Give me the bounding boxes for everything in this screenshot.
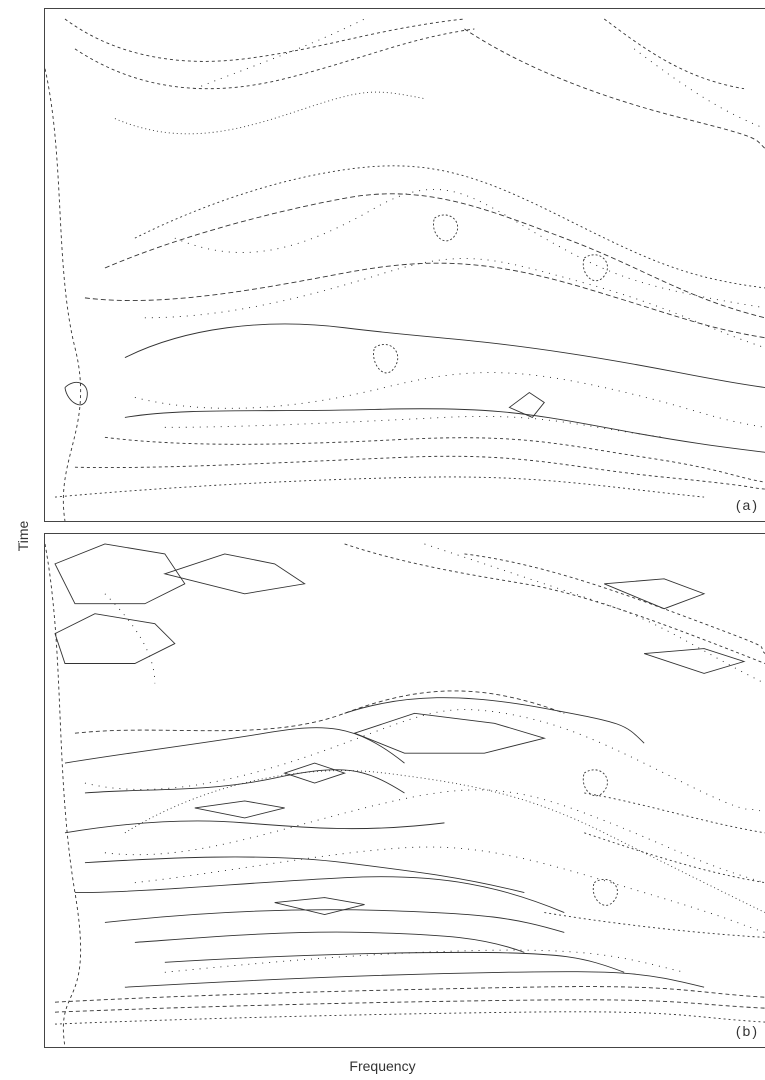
ridge-track bbox=[164, 949, 685, 973]
contour-line bbox=[54, 613, 176, 664]
x-axis-label: Frequency bbox=[349, 1058, 416, 1074]
contour-line bbox=[544, 912, 765, 938]
ridge-track bbox=[174, 188, 765, 309]
contour-plot-a bbox=[45, 18, 765, 521]
contour-line bbox=[54, 476, 705, 498]
contour-line bbox=[84, 856, 525, 894]
ridge-track bbox=[144, 258, 765, 349]
ridge-track bbox=[84, 709, 765, 814]
contour-line bbox=[104, 909, 565, 933]
contour-line bbox=[644, 648, 746, 674]
contour-line bbox=[164, 951, 625, 973]
contour-line bbox=[74, 690, 565, 734]
contour-line bbox=[84, 769, 405, 794]
contour-line bbox=[64, 820, 445, 834]
contour-line bbox=[64, 381, 88, 406]
y-axis-label: Time bbox=[15, 520, 31, 552]
contour-plot-b bbox=[45, 543, 765, 1047]
ridge-track bbox=[104, 789, 765, 884]
panel-b: (b) bbox=[44, 533, 765, 1048]
panel-label-b: (b) bbox=[735, 1023, 759, 1039]
ridge-track bbox=[164, 415, 665, 438]
contour-line bbox=[194, 800, 285, 819]
contour-line bbox=[64, 18, 465, 62]
contour-line bbox=[114, 91, 425, 135]
contour-line bbox=[124, 971, 705, 988]
contour-line bbox=[373, 344, 399, 374]
contour-line bbox=[54, 986, 765, 1003]
contour-line bbox=[353, 712, 547, 754]
contour-line bbox=[134, 931, 525, 953]
contour-line bbox=[604, 578, 706, 610]
contour-line bbox=[124, 770, 765, 913]
ridge-track bbox=[134, 846, 765, 933]
contour-line bbox=[45, 543, 82, 1047]
contour-line bbox=[433, 214, 459, 242]
contour-line bbox=[592, 878, 618, 906]
contour-line bbox=[74, 455, 765, 490]
contour-line bbox=[104, 193, 765, 319]
contour-line bbox=[584, 832, 765, 884]
ridge-track bbox=[633, 48, 765, 129]
contour-line bbox=[582, 769, 608, 797]
contour-line bbox=[124, 408, 765, 453]
contour-line bbox=[163, 553, 306, 595]
contour-line bbox=[464, 553, 765, 654]
contour-line bbox=[134, 165, 765, 289]
contour-line bbox=[274, 897, 365, 915]
contour-line bbox=[54, 543, 186, 605]
contour-line bbox=[104, 436, 765, 483]
contour-line bbox=[54, 999, 765, 1013]
contour-line bbox=[582, 254, 608, 282]
ridge-track bbox=[424, 543, 765, 684]
ridge-track bbox=[134, 372, 765, 428]
contour-line bbox=[584, 792, 765, 834]
contour-line bbox=[283, 762, 347, 784]
contour-line bbox=[344, 543, 765, 664]
contour-line bbox=[45, 68, 82, 521]
contour-line bbox=[344, 697, 645, 744]
contour-line bbox=[508, 391, 545, 418]
panel-label-a: (a) bbox=[735, 497, 759, 513]
ridge-track bbox=[104, 593, 156, 684]
contour-line bbox=[74, 876, 565, 913]
panel-a: (a) bbox=[44, 8, 765, 522]
contour-line bbox=[74, 28, 475, 90]
contour-line bbox=[54, 1011, 765, 1025]
contour-line bbox=[64, 727, 405, 764]
contour-line bbox=[84, 262, 765, 339]
contour-line bbox=[124, 323, 765, 388]
contour-line bbox=[464, 28, 765, 149]
